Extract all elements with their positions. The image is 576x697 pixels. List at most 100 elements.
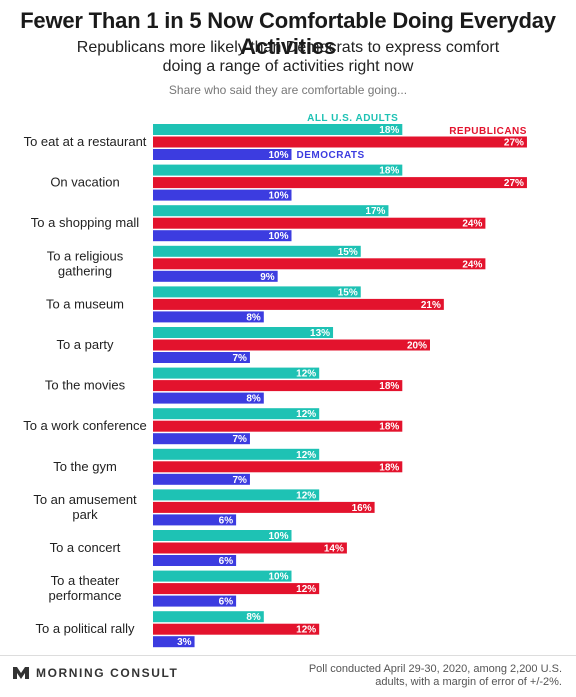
bar-republicans bbox=[153, 380, 403, 392]
data-label: 8% bbox=[246, 612, 261, 623]
bar-democrats bbox=[153, 636, 195, 648]
category-label: To eat at a restaurant bbox=[24, 134, 147, 149]
bar-democrats bbox=[153, 352, 250, 363]
data-label: 8% bbox=[246, 394, 261, 405]
source-note: Poll conducted April 29-30, 2020, among … bbox=[308, 663, 562, 688]
data-label: 7% bbox=[232, 434, 247, 445]
bar-all-adults bbox=[153, 570, 292, 582]
bar-democrats bbox=[153, 473, 250, 485]
data-label: 10% bbox=[268, 191, 288, 202]
data-label: 16% bbox=[352, 503, 372, 514]
data-label: 18% bbox=[379, 381, 399, 392]
data-label: 6% bbox=[219, 556, 234, 567]
data-label: 12% bbox=[296, 450, 316, 461]
bar-republicans bbox=[153, 420, 403, 432]
bar-republicans bbox=[153, 623, 320, 635]
data-label: 24% bbox=[462, 219, 482, 230]
data-label: 12% bbox=[296, 490, 316, 501]
bar-all-adults bbox=[153, 367, 320, 379]
chart-caption: Share who said they are comfortable goin… bbox=[168, 83, 408, 97]
data-label: 15% bbox=[338, 247, 358, 258]
legend-democrats: DEMOCRATS bbox=[297, 150, 365, 161]
bar-all-adults bbox=[153, 489, 320, 501]
data-label: 7% bbox=[232, 353, 247, 364]
category-label: On vacation bbox=[50, 175, 119, 190]
category-label: To an amusement park bbox=[33, 492, 137, 522]
bar-chart: To eat at a restaurant 18% 27% 10% ALL U.S. … bbox=[23, 113, 527, 648]
bar-all-adults bbox=[153, 530, 292, 541]
category-label: To a party bbox=[56, 337, 114, 352]
bar-republicans bbox=[153, 339, 430, 351]
bar-all-adults bbox=[153, 611, 264, 623]
bar-democrats bbox=[153, 514, 237, 526]
data-label: 10% bbox=[268, 531, 288, 542]
data-label: 6% bbox=[219, 597, 234, 608]
chart-subtitle: Republicans more likely than Democrats t… bbox=[76, 39, 500, 75]
data-label: 10% bbox=[268, 572, 288, 583]
data-label: 10% bbox=[268, 231, 288, 242]
bar-republicans bbox=[153, 501, 375, 513]
bar-democrats bbox=[153, 555, 237, 566]
data-label: 9% bbox=[260, 272, 275, 283]
data-label: 20% bbox=[407, 341, 427, 352]
data-label: 18% bbox=[379, 166, 399, 177]
footer-divider bbox=[0, 655, 576, 656]
bar-democrats bbox=[153, 189, 292, 201]
category-label: To a political rally bbox=[36, 621, 135, 636]
data-label: 12% bbox=[296, 625, 316, 636]
bar-democrats bbox=[153, 311, 264, 323]
bar-republicans bbox=[153, 136, 527, 148]
category-label: To a work conference bbox=[23, 418, 147, 433]
bar-republicans bbox=[153, 542, 347, 554]
data-label: 14% bbox=[324, 544, 344, 555]
data-label: 12% bbox=[296, 584, 316, 595]
data-label: 24% bbox=[462, 259, 482, 270]
category-label: To the gym bbox=[53, 459, 117, 474]
data-label: 10% bbox=[268, 150, 288, 161]
category-label: To a concert bbox=[50, 540, 121, 555]
bar-democrats bbox=[153, 230, 292, 242]
bar-all-adults bbox=[153, 124, 403, 135]
bar-democrats bbox=[153, 433, 250, 445]
data-label: 13% bbox=[310, 328, 330, 339]
bar-all-adults bbox=[153, 164, 403, 176]
data-label: 21% bbox=[421, 300, 441, 311]
category-label: To the movies bbox=[45, 378, 126, 393]
bar-all-adults bbox=[153, 448, 320, 460]
logo-text: MORNING CONSULT bbox=[36, 666, 179, 680]
bar-democrats bbox=[153, 149, 292, 160]
bar-all-adults bbox=[153, 408, 320, 420]
bar-democrats bbox=[153, 595, 237, 607]
data-label: 7% bbox=[232, 475, 247, 486]
data-label: 27% bbox=[504, 178, 524, 189]
legend-all-adults: ALL U.S. ADULTS bbox=[307, 113, 398, 124]
category-label: To a theater performance bbox=[49, 573, 122, 603]
bar-all-adults bbox=[153, 245, 361, 257]
data-label: 18% bbox=[379, 125, 399, 136]
legend-republicans: REPUBLICANS bbox=[449, 126, 527, 137]
data-label: 12% bbox=[296, 409, 316, 420]
chart-title: Fewer Than 1 in 5 Now Comfortable Doing … bbox=[20, 8, 556, 59]
data-label: 6% bbox=[219, 515, 234, 526]
bar-all-adults bbox=[153, 286, 361, 298]
bar-democrats bbox=[153, 270, 278, 282]
data-label: 27% bbox=[504, 138, 524, 149]
bar-republicans bbox=[153, 258, 486, 270]
bar-republicans bbox=[153, 217, 486, 229]
category-label: To a religious gathering bbox=[47, 248, 124, 278]
bar-republicans bbox=[153, 298, 444, 310]
bar-republicans bbox=[153, 583, 320, 595]
data-label: 15% bbox=[338, 287, 358, 298]
category-label: To a museum bbox=[46, 296, 124, 311]
footer-logo: MORNING CONSULT bbox=[12, 666, 178, 680]
data-label: 17% bbox=[365, 206, 385, 217]
bar-all-adults bbox=[153, 205, 389, 217]
bar-all-adults bbox=[153, 327, 334, 338]
bar-republicans bbox=[153, 177, 527, 189]
data-label: 3% bbox=[177, 637, 192, 648]
bar-republicans bbox=[153, 461, 403, 473]
data-label: 8% bbox=[246, 312, 261, 323]
data-label: 18% bbox=[379, 422, 399, 433]
bar-democrats bbox=[153, 392, 264, 404]
data-label: 12% bbox=[296, 369, 316, 380]
